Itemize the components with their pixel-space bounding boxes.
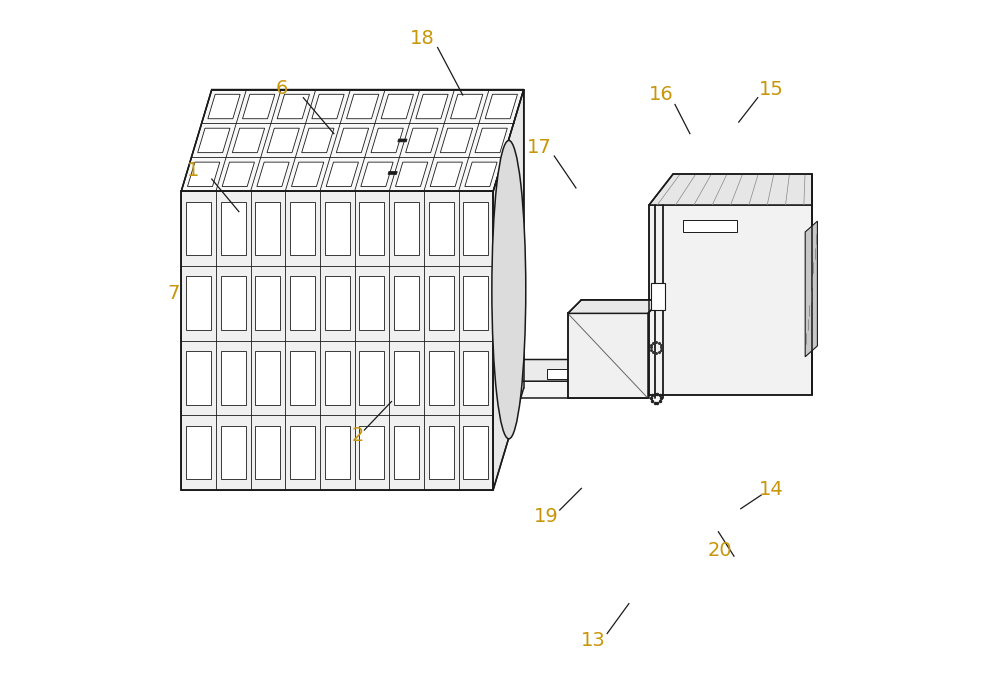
Polygon shape [568, 300, 661, 313]
Polygon shape [359, 351, 384, 405]
Polygon shape [181, 90, 524, 191]
Polygon shape [221, 276, 246, 330]
Polygon shape [388, 172, 397, 174]
Text: 1: 1 [187, 161, 200, 180]
Text: 20: 20 [708, 541, 733, 560]
Polygon shape [463, 426, 488, 479]
Polygon shape [463, 202, 488, 255]
Polygon shape [371, 128, 403, 153]
Polygon shape [394, 426, 419, 479]
Polygon shape [592, 390, 614, 398]
Polygon shape [429, 426, 454, 479]
Polygon shape [451, 94, 483, 118]
Polygon shape [267, 128, 299, 153]
Text: 18: 18 [410, 29, 434, 48]
Polygon shape [649, 205, 812, 395]
Polygon shape [255, 276, 280, 330]
Polygon shape [430, 162, 462, 187]
Polygon shape [493, 90, 524, 490]
Polygon shape [381, 94, 413, 118]
Text: 6: 6 [275, 79, 288, 97]
Polygon shape [394, 202, 419, 255]
Polygon shape [568, 313, 648, 398]
Polygon shape [503, 360, 664, 381]
Polygon shape [429, 351, 454, 405]
Polygon shape [347, 94, 379, 118]
Polygon shape [243, 94, 275, 118]
Polygon shape [290, 276, 315, 330]
Polygon shape [312, 94, 344, 118]
Text: 17: 17 [527, 138, 552, 157]
Polygon shape [598, 327, 625, 338]
Polygon shape [326, 162, 358, 187]
Polygon shape [255, 202, 280, 255]
Polygon shape [186, 351, 211, 405]
Text: 13: 13 [581, 631, 606, 650]
Polygon shape [396, 162, 428, 187]
Bar [651, 283, 665, 310]
Polygon shape [398, 139, 407, 142]
Polygon shape [208, 94, 240, 118]
Polygon shape [290, 351, 315, 405]
Polygon shape [186, 426, 211, 479]
Polygon shape [290, 202, 315, 255]
Polygon shape [359, 202, 384, 255]
Polygon shape [302, 128, 334, 153]
Polygon shape [186, 202, 211, 255]
Polygon shape [359, 426, 384, 479]
Polygon shape [485, 94, 517, 118]
Polygon shape [292, 162, 324, 187]
Polygon shape [181, 191, 493, 490]
Polygon shape [463, 276, 488, 330]
Polygon shape [649, 174, 812, 205]
Polygon shape [186, 276, 211, 330]
Polygon shape [221, 202, 246, 255]
Polygon shape [361, 162, 393, 187]
Polygon shape [394, 276, 419, 330]
Polygon shape [394, 351, 419, 405]
Polygon shape [221, 351, 246, 405]
Polygon shape [416, 94, 448, 118]
Polygon shape [221, 426, 246, 479]
Polygon shape [257, 162, 289, 187]
Text: 7: 7 [167, 283, 179, 302]
Polygon shape [325, 276, 350, 330]
Text: 15: 15 [759, 80, 784, 99]
Polygon shape [475, 128, 507, 153]
Polygon shape [683, 220, 737, 232]
Polygon shape [277, 94, 309, 118]
Polygon shape [429, 202, 454, 255]
Polygon shape [255, 426, 280, 479]
Polygon shape [465, 162, 497, 187]
Polygon shape [503, 381, 649, 398]
Polygon shape [429, 276, 454, 330]
Polygon shape [222, 162, 254, 187]
Polygon shape [325, 426, 350, 479]
Polygon shape [255, 351, 280, 405]
Text: 19: 19 [534, 507, 558, 526]
Polygon shape [325, 202, 350, 255]
Polygon shape [463, 351, 488, 405]
Text: 2: 2 [351, 426, 364, 445]
Polygon shape [359, 276, 384, 330]
Text: 14: 14 [759, 480, 784, 499]
Polygon shape [188, 162, 220, 187]
Polygon shape [440, 128, 473, 153]
Polygon shape [325, 351, 350, 405]
Ellipse shape [492, 140, 526, 439]
Text: 16: 16 [649, 86, 674, 104]
Polygon shape [232, 128, 265, 153]
Polygon shape [198, 128, 230, 153]
Polygon shape [290, 426, 315, 479]
Polygon shape [336, 128, 369, 153]
Polygon shape [406, 128, 438, 153]
Polygon shape [547, 369, 575, 379]
Polygon shape [805, 221, 817, 357]
